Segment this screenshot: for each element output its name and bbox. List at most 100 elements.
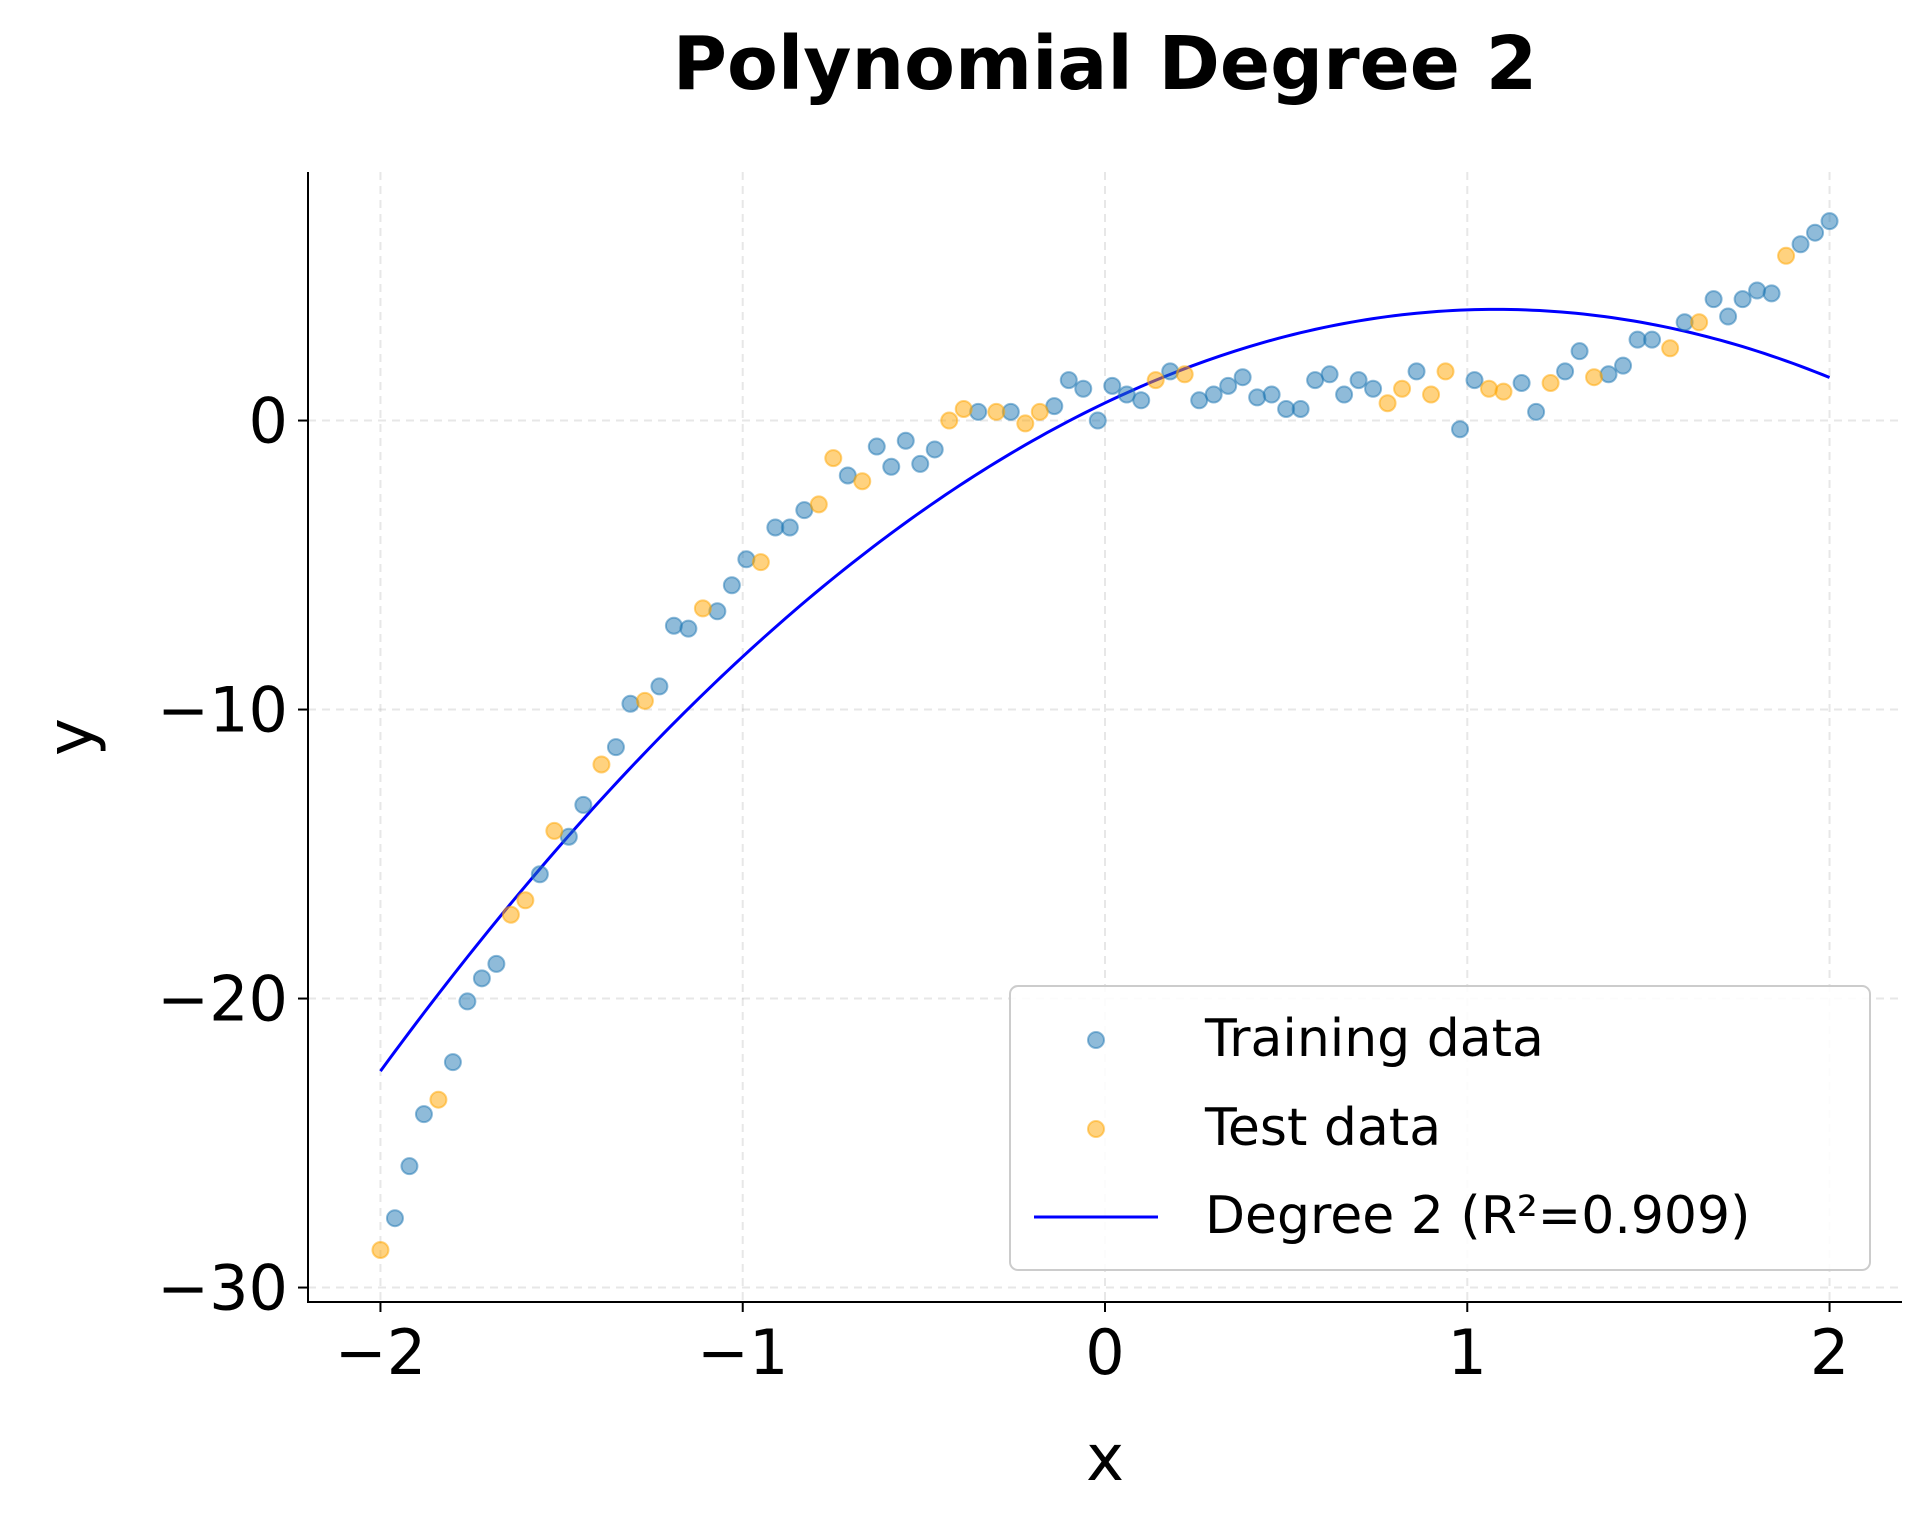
x-tick-label: 1 xyxy=(1448,1316,1487,1389)
test-data-point xyxy=(501,905,520,924)
y-tick-label: −10 xyxy=(157,674,288,747)
training-data-point xyxy=(1704,290,1723,309)
training-data-point xyxy=(1219,376,1238,395)
legend-label-test: Test data xyxy=(1204,1098,1441,1158)
test-data-point xyxy=(516,891,535,910)
training-data-point xyxy=(737,550,756,569)
test-data-point xyxy=(429,1090,448,1109)
training-data-point xyxy=(414,1105,433,1124)
x-axis-label: x xyxy=(1086,1422,1124,1496)
legend-label-fit: Degree 2 (R²=0.909) xyxy=(1205,1186,1750,1246)
training-data-point xyxy=(1291,399,1310,418)
legend-marker-training xyxy=(1087,1031,1105,1049)
training-data-point xyxy=(664,616,683,635)
test-data-point xyxy=(954,399,973,418)
training-data-point xyxy=(1248,388,1267,407)
training-data-point xyxy=(1643,330,1662,349)
test-data-point xyxy=(1146,371,1165,390)
training-data-point xyxy=(400,1157,419,1176)
training-data-point xyxy=(1512,373,1531,392)
training-data-point xyxy=(1335,385,1354,404)
training-data-point xyxy=(1465,371,1484,390)
training-data-point xyxy=(1364,379,1383,398)
test-data-point xyxy=(1016,414,1035,433)
test-data-point xyxy=(693,599,712,618)
training-data-point xyxy=(969,402,988,421)
test-data-point xyxy=(853,472,872,491)
training-data-point xyxy=(1074,379,1093,398)
test-data-point xyxy=(1541,373,1560,392)
training-data-point xyxy=(1320,365,1339,384)
x-tick-label: 0 xyxy=(1085,1316,1124,1389)
test-data-point xyxy=(940,411,959,430)
y-tick-label: −20 xyxy=(157,963,288,1036)
test-data-point xyxy=(1378,394,1397,413)
training-data-point xyxy=(708,602,727,621)
training-data-point xyxy=(896,431,915,450)
test-data-point xyxy=(1690,313,1709,332)
fit-curve-layer xyxy=(379,307,1831,1073)
legend-marker-test xyxy=(1087,1120,1105,1138)
training-data-point xyxy=(1733,290,1752,309)
training-data-point xyxy=(650,677,669,696)
training-data-point xyxy=(1262,385,1281,404)
test-data-point xyxy=(809,495,828,514)
legend-label-training: Training data xyxy=(1204,1009,1544,1069)
legend: Training data Test data Degree 2 (R²=0.9… xyxy=(1009,985,1871,1271)
x-tick-label: −2 xyxy=(335,1316,426,1389)
training-data-point xyxy=(1451,420,1470,439)
test-data-point xyxy=(1175,365,1194,384)
training-data-point xyxy=(1407,362,1426,381)
training-data-point xyxy=(1599,365,1618,384)
points-layer xyxy=(371,212,1839,1259)
training-data-point xyxy=(780,518,799,537)
training-data-point xyxy=(574,795,593,814)
training-data-point xyxy=(487,954,506,973)
training-data-point xyxy=(1748,281,1767,300)
test-data-point xyxy=(371,1240,390,1259)
chart-title: Polynomial Degree 2 xyxy=(673,21,1537,107)
training-data-point xyxy=(1088,411,1107,430)
training-data-point xyxy=(1806,223,1825,242)
training-data-point xyxy=(1349,371,1368,390)
fit-curve xyxy=(379,307,1831,1073)
training-data-point xyxy=(1556,362,1575,381)
training-data-point xyxy=(1059,371,1078,390)
training-data-point xyxy=(679,619,698,638)
test-data-point xyxy=(1480,379,1499,398)
test-data-point xyxy=(635,691,654,710)
test-data-point xyxy=(1661,339,1680,358)
training-data-point xyxy=(1132,391,1151,410)
y-tick-label: −30 xyxy=(157,1252,288,1325)
x-tick-label: 2 xyxy=(1810,1316,1849,1389)
training-data-point xyxy=(1719,307,1738,326)
training-data-point xyxy=(443,1053,462,1072)
training-data-point xyxy=(1791,235,1810,254)
test-data-point xyxy=(1422,385,1441,404)
training-data-point xyxy=(530,865,549,884)
training-data-point xyxy=(925,440,944,459)
training-data-point xyxy=(606,738,625,757)
training-data-point xyxy=(1527,402,1546,421)
test-data-point xyxy=(1030,402,1049,421)
test-data-point xyxy=(1393,379,1412,398)
training-data-point xyxy=(1103,376,1122,395)
x-tick-label: −1 xyxy=(697,1316,788,1389)
training-data-point xyxy=(1233,368,1252,387)
training-data-point xyxy=(1204,385,1223,404)
test-data-point xyxy=(545,821,564,840)
training-data-point xyxy=(882,457,901,476)
test-data-point xyxy=(987,402,1006,421)
training-data-point xyxy=(1161,362,1180,381)
training-data-point xyxy=(1820,212,1839,231)
test-data-point xyxy=(751,553,770,572)
training-data-point xyxy=(385,1209,404,1228)
ticks: −2 −1 0 1 2−30−20−100 xyxy=(157,385,1849,1389)
test-data-point xyxy=(1585,368,1604,387)
training-data-point xyxy=(867,437,886,456)
test-data-point xyxy=(1436,362,1455,381)
training-data-point xyxy=(621,694,640,713)
training-data-point xyxy=(458,992,477,1011)
training-data-point xyxy=(911,454,930,473)
test-data-point xyxy=(592,755,611,774)
